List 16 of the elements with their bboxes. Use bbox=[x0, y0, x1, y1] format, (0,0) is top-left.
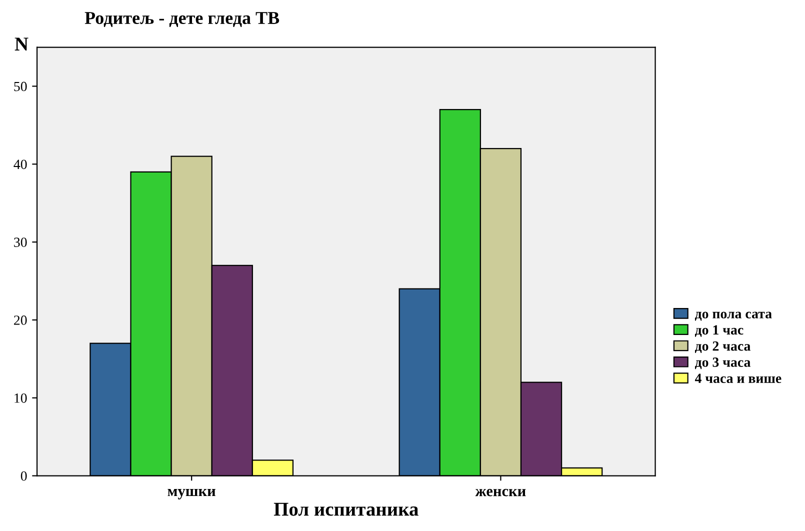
y-tick-label: 10 bbox=[14, 393, 27, 403]
y-axis-title: N bbox=[14, 38, 28, 50]
y-tick-label: 20 bbox=[14, 316, 27, 325]
legend-label: до 1 час bbox=[694, 325, 744, 337]
legend-label: до 3 часа bbox=[694, 358, 750, 370]
y-tick-label: 50 bbox=[14, 82, 27, 92]
y-tick-label: 0 bbox=[20, 471, 27, 481]
x-tick-label: женски bbox=[475, 488, 526, 496]
y-tick-label: 30 bbox=[14, 238, 27, 247]
y-tick-label: 40 bbox=[14, 160, 27, 170]
legend-label: до 2 часа bbox=[694, 341, 750, 354]
x-axis-title: Пол испитаника bbox=[274, 502, 418, 516]
x-tick-label: мушки bbox=[168, 489, 216, 500]
legend-label: 4 часа и више bbox=[694, 374, 782, 384]
chart-title: Родитељ - дете гледа ТВ bbox=[84, 12, 280, 28]
legend-label: до пола сата bbox=[694, 312, 772, 321]
